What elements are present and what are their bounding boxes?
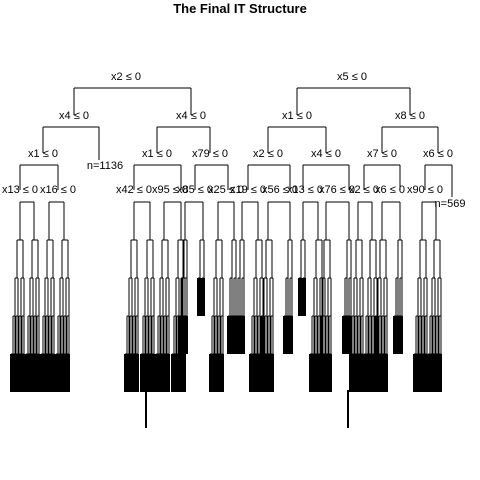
R3d-split-label: x76 ≤ 0	[319, 184, 355, 196]
L2b-leaf-label: n=1136	[87, 160, 123, 172]
L2c-split-label: x1 ≤ 0	[142, 148, 172, 160]
R2a-split-label: x2 ≤ 0	[253, 148, 283, 160]
R3f-split-label: x6 ≤ 0	[375, 184, 405, 196]
L3b-split-label: x16 ≤ 0	[40, 184, 76, 196]
R3g-split-label: x90 ≤ 0	[407, 184, 443, 196]
R3c-split-label: x13 ≤ 0	[287, 184, 323, 196]
R3a-split-label: x19 ≤ 0	[230, 184, 266, 196]
R3h-leaf-label: n=569	[435, 198, 466, 210]
figure-title: The Final IT Structure	[173, 1, 307, 16]
L2a-split-label: x1 ≤ 0	[28, 148, 58, 160]
R3e-split-label: x2 ≤ 0	[349, 184, 379, 196]
root-split-label: x2 ≤ 0	[111, 71, 141, 83]
tree-edges	[19, 87, 453, 240]
R1b-split-label: x8 ≤ 0	[395, 110, 425, 122]
L2d-split-label: x79 ≤ 0	[192, 148, 228, 160]
L1b-split-label: x4 ≤ 0	[176, 110, 206, 122]
deep-branch-stubs	[10, 239, 442, 428]
L3c-split-label: x42 ≤ 0	[116, 184, 152, 196]
L1a-split-label: x4 ≤ 0	[59, 110, 89, 122]
right-split-label: x5 ≤ 0	[337, 71, 367, 83]
L3f-split-label: x25 ≤ 0	[208, 184, 244, 196]
L3a-split-label: x13 ≤ 0	[2, 184, 38, 196]
tree-labels: x2 ≤ 0 x5 ≤ 0 x4 ≤ 0 x4 ≤ 0 x1 ≤ 0 x8 ≤ 0 x1 ≤…	[2, 71, 465, 210]
R2b-split-label: x4 ≤ 0	[311, 148, 341, 160]
R2c-split-label: x7 ≤ 0	[367, 148, 397, 160]
R1a-split-label: x1 ≤ 0	[282, 110, 312, 122]
L3d-split-label: x95 ≤ 0	[152, 184, 188, 196]
L3e-split-label: x85 ≤ 0	[177, 184, 213, 196]
R2d-split-label: x6 ≤ 0	[423, 148, 453, 160]
R3b-split-label: x56 ≤ 0	[262, 184, 298, 196]
